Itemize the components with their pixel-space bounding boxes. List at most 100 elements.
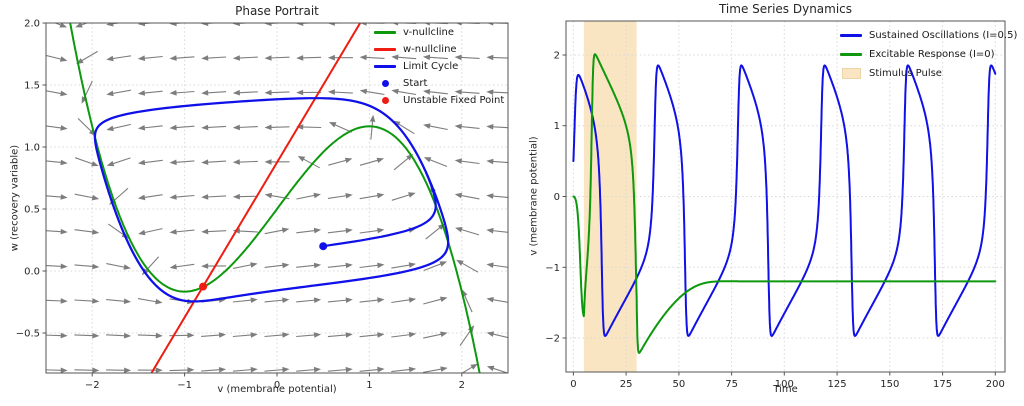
x-tick-label: 2 xyxy=(459,380,465,391)
quiver-arrow xyxy=(237,230,258,233)
line-swatch-icon xyxy=(374,31,396,34)
w-nullcline-path xyxy=(150,23,362,373)
quiver-arrowhead-icon xyxy=(60,367,68,373)
phase-y-axis-label: w (recovery variable) xyxy=(9,144,21,252)
quiver-arrowhead-icon xyxy=(201,263,209,269)
line-swatch-icon xyxy=(840,53,862,56)
quiver-arrow xyxy=(327,229,348,234)
dot-swatch-icon xyxy=(381,80,389,87)
quiver-arrowhead-icon xyxy=(454,192,463,199)
quiver-arrow xyxy=(459,160,480,165)
quiver-arrowhead-icon xyxy=(201,55,209,61)
series-path xyxy=(572,64,997,337)
quiver-arrow xyxy=(232,368,253,372)
line-swatch-icon xyxy=(374,65,396,68)
quiver-arrowhead-icon xyxy=(155,367,163,373)
quiver-arrow xyxy=(296,299,317,303)
quiver-arrow xyxy=(423,262,443,272)
quiver-arrow xyxy=(264,229,285,235)
quiver-arrow xyxy=(423,298,443,305)
time-series-plot: 0 25 50 75 100 125 150 175 200 −2 −1 0 1 2 xyxy=(545,20,1006,390)
quiver-arrowhead-icon xyxy=(59,56,68,62)
quiver-arrow xyxy=(393,156,410,171)
quiver-arrow xyxy=(174,90,195,94)
quiver-arrowhead-icon xyxy=(232,89,240,96)
quiver-arrowhead-icon xyxy=(345,227,353,234)
quiver-arrowhead-icon xyxy=(486,193,494,199)
quiver-arrow xyxy=(333,123,353,133)
quiver-arrow xyxy=(237,126,258,129)
quiver-arrow xyxy=(206,56,227,59)
quiver-arrowhead-icon xyxy=(297,156,306,162)
quiver-arrow xyxy=(391,299,412,304)
quiver-arrowhead-icon xyxy=(454,123,462,130)
quiver-arrow xyxy=(428,158,448,168)
legend-label: v-nullcline xyxy=(403,27,455,38)
quiver-arrow xyxy=(269,56,290,59)
quiver-arrowhead-icon xyxy=(92,332,100,339)
quiver-arrowhead-icon xyxy=(124,332,132,339)
quiver-arrowhead-icon xyxy=(377,262,385,269)
legend-entry-sustained-oscillations: Sustained Oscillations (I=0.5) xyxy=(840,26,1017,45)
quiver-arrow xyxy=(364,90,385,96)
quiver-arrow xyxy=(269,126,290,128)
quiver-arrow xyxy=(425,226,442,240)
quiver-arrow xyxy=(301,157,320,169)
line-swatch-icon xyxy=(840,34,862,37)
quiver-arrowhead-icon xyxy=(91,194,100,201)
quiver-arrow xyxy=(142,194,163,199)
y-tick-label: −1 xyxy=(545,263,560,274)
quiver-arrowhead-icon xyxy=(345,193,353,199)
quiver-arrowhead-icon xyxy=(92,263,100,270)
x-tick-label: 0 xyxy=(570,379,576,390)
quiver-arrowhead-icon xyxy=(327,54,335,61)
quiver-arrowhead-icon xyxy=(296,89,304,96)
quiver-arrow xyxy=(359,334,380,338)
quiver-arrowhead-icon xyxy=(137,194,146,201)
quiver-arrowhead-icon xyxy=(454,54,462,61)
quiver-arrow xyxy=(427,56,448,60)
trajectory-path xyxy=(93,97,450,303)
quiver-arrow xyxy=(264,264,285,268)
quiver-arrow xyxy=(359,194,380,200)
quiver-arrow xyxy=(301,56,322,59)
time-series-legend: Sustained Oscillations (I=0.5) Excitable… xyxy=(840,26,1017,83)
phase-legend: v-nullcline w-nullcline Limit Cycle Star… xyxy=(374,24,504,109)
quiver-arrowhead-icon xyxy=(106,23,114,27)
quiver-arrowhead-icon xyxy=(423,89,431,95)
quiver-arrowhead-icon xyxy=(60,125,68,131)
phase-x-axis-label: v (membrane potential) xyxy=(217,384,337,395)
legend-entry-stimulus-pulse: Stimulus Pulse xyxy=(840,64,1017,83)
time-series-title: Time Series Dynamics xyxy=(718,2,853,16)
quiver-arrowhead-icon xyxy=(106,55,114,62)
quiver-arrowhead-icon xyxy=(486,331,495,337)
quiver-arrowhead-icon xyxy=(313,227,322,234)
quiver-arrowhead-icon xyxy=(232,193,240,200)
quiver-arrowhead-icon xyxy=(344,157,353,164)
quiver-arrow xyxy=(206,230,227,233)
quiver-arrowhead-icon xyxy=(439,261,448,267)
legend-label: Stimulus Pulse xyxy=(869,68,942,79)
x-tick-label: 200 xyxy=(986,379,1005,390)
quiver-arrow xyxy=(169,369,190,372)
quiver-arrowhead-icon xyxy=(92,229,100,235)
quiver-arrowhead-icon xyxy=(359,23,367,26)
quiver-arrow xyxy=(108,223,126,237)
quiver-arrowhead-icon xyxy=(218,367,227,373)
quiver-arrow xyxy=(201,369,222,372)
quiver-arrowhead-icon xyxy=(155,298,163,305)
quiver-arrowhead-icon xyxy=(424,23,430,26)
quiver-arrowhead-icon xyxy=(408,331,417,338)
quiver-arrow xyxy=(206,195,227,198)
quiver-arrowhead-icon xyxy=(169,23,177,27)
quiver-arrow xyxy=(327,368,348,372)
quiver-arrow xyxy=(364,56,385,59)
quiver-arrow xyxy=(359,159,380,166)
quiver-arrowhead-icon xyxy=(59,23,67,28)
quiver-arrowhead-icon xyxy=(486,89,494,95)
v-nullcline-path xyxy=(69,23,481,373)
quiver-arrowhead-icon xyxy=(187,367,195,373)
unstable-fixed-point-marker xyxy=(199,282,208,291)
quiver-arrow xyxy=(296,368,317,372)
